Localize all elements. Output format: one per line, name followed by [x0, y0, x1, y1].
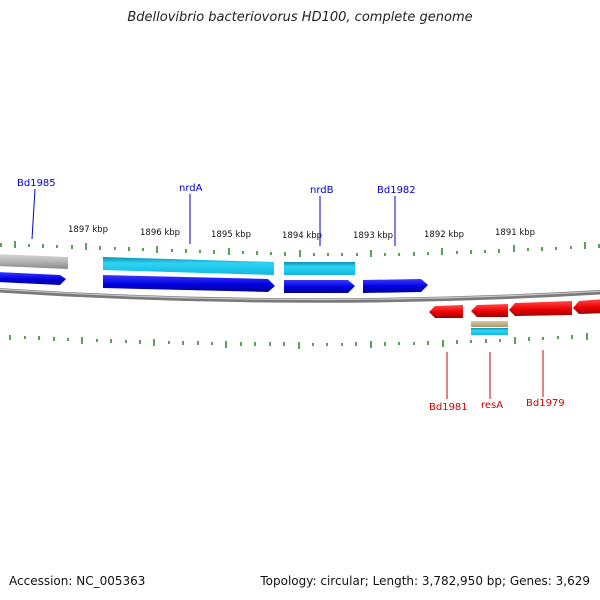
genome-summary-text: Topology: circular; Length: 3,782,950 bp…	[260, 574, 590, 588]
scale-label-1894: 1894 kbp	[282, 231, 322, 241]
gene-nrda	[103, 275, 275, 292]
gene-label-bd1985: Bd1985	[17, 178, 56, 189]
gene-bd1985	[0, 272, 66, 285]
scale-label-1896: 1896 kbp	[140, 228, 180, 238]
gene-resa-cds	[471, 328, 508, 335]
gene-label-resa: resA	[481, 400, 503, 411]
gene-label-bd1979: Bd1979	[526, 398, 565, 409]
lower-tick-row	[9, 333, 588, 349]
scale-label-1892: 1892 kbp	[424, 230, 464, 240]
forward-gene-track-lower	[0, 272, 428, 293]
scale-label-1895: 1895 kbp	[211, 230, 251, 240]
gene-bd1985-gray	[0, 254, 68, 269]
gene-next	[573, 299, 600, 314]
gene-bd1982	[363, 279, 428, 293]
genome-backbone	[0, 288, 600, 303]
gene-resa-feature	[471, 321, 508, 327]
genome-title: Bdellovibrio bacteriovorus HD100, comple…	[127, 10, 473, 25]
scale-label-1897: 1897 kbp	[68, 225, 108, 235]
gene-label-bd1981: Bd1981	[429, 402, 468, 413]
gene-label-nrda: nrdA	[179, 183, 203, 194]
gene-nrdb-cds	[284, 262, 355, 275]
gene-bd1979	[509, 301, 572, 316]
scale-label-1891: 1891 kbp	[495, 228, 535, 238]
label-leaders	[31, 188, 544, 399]
gene-nrda-cds	[103, 257, 274, 275]
gene-resa	[471, 304, 508, 317]
reverse-gene-track	[429, 299, 600, 335]
upper-tick-row	[0, 241, 600, 257]
gene-label-bd1982: Bd1982	[377, 185, 416, 196]
gene-bd1981	[429, 305, 463, 318]
gene-label-nrdb: nrdB	[310, 185, 334, 196]
forward-gene-track-upper	[0, 254, 355, 275]
accession-text: Accession: NC_005363	[9, 574, 146, 588]
gene-nrdb	[284, 280, 355, 293]
scale-label-1893: 1893 kbp	[353, 231, 393, 241]
